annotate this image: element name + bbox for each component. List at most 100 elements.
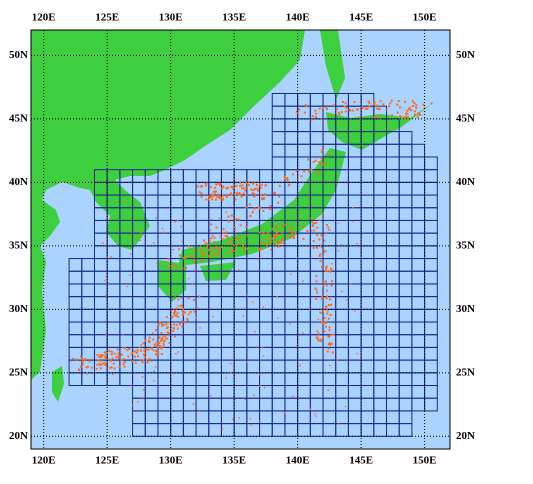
dot xyxy=(213,236,216,239)
dot xyxy=(329,270,332,273)
dot xyxy=(154,344,157,347)
dot xyxy=(233,249,236,252)
dot xyxy=(115,356,118,359)
dot xyxy=(244,398,247,401)
dot xyxy=(232,243,235,246)
dot xyxy=(161,324,164,327)
dot xyxy=(170,316,173,319)
dot xyxy=(155,354,158,357)
grid-cells xyxy=(68,92,438,437)
dot xyxy=(162,323,165,326)
dot xyxy=(225,196,228,199)
dot xyxy=(238,218,241,221)
y-tick-label: 45N xyxy=(456,112,475,124)
dot xyxy=(261,197,264,200)
dot xyxy=(212,247,215,250)
dot xyxy=(177,315,180,318)
dot xyxy=(324,269,327,272)
dot xyxy=(252,210,254,213)
dot xyxy=(260,241,263,244)
dot xyxy=(120,353,123,356)
dot xyxy=(129,253,132,255)
dot xyxy=(318,254,321,257)
dot xyxy=(327,347,330,350)
dot xyxy=(286,177,289,180)
dot xyxy=(316,337,319,340)
dot xyxy=(173,323,176,326)
dot xyxy=(112,362,115,365)
dot xyxy=(311,115,314,118)
dot xyxy=(111,357,114,360)
kyushu xyxy=(158,260,186,302)
dot xyxy=(281,237,284,240)
dot xyxy=(337,222,340,225)
dot xyxy=(260,193,263,196)
dot xyxy=(309,217,312,219)
dot xyxy=(258,248,261,251)
dot xyxy=(230,193,233,196)
dot xyxy=(344,405,347,408)
dot xyxy=(379,100,382,103)
dot xyxy=(118,365,121,368)
dot xyxy=(390,99,393,102)
dot xyxy=(319,338,322,341)
dot xyxy=(213,241,216,244)
dot xyxy=(251,182,254,185)
dot xyxy=(257,206,260,209)
dot xyxy=(353,100,356,103)
dot xyxy=(288,183,291,186)
dot xyxy=(201,254,204,257)
dot xyxy=(320,117,323,120)
dot xyxy=(105,367,108,370)
dot xyxy=(178,254,181,257)
dot xyxy=(153,370,155,372)
dot xyxy=(142,353,145,356)
dot xyxy=(416,116,419,119)
dot xyxy=(199,327,201,329)
dot xyxy=(170,264,173,267)
dot xyxy=(382,103,385,106)
dot xyxy=(412,105,415,108)
dot xyxy=(322,284,325,287)
dot xyxy=(230,185,233,188)
dot xyxy=(130,353,133,356)
dot xyxy=(330,303,333,306)
dot xyxy=(320,161,323,164)
dot xyxy=(291,232,294,235)
dot xyxy=(321,255,324,258)
dot xyxy=(210,218,213,221)
dot xyxy=(191,282,194,285)
dot xyxy=(161,227,164,230)
dot xyxy=(318,170,321,173)
dot xyxy=(172,315,174,318)
dot xyxy=(128,274,131,276)
dot xyxy=(260,198,263,201)
dot xyxy=(218,184,221,187)
dot xyxy=(199,185,202,188)
dot xyxy=(264,237,267,240)
dot xyxy=(315,280,318,283)
dot xyxy=(338,113,341,116)
dot xyxy=(99,363,102,366)
dot xyxy=(151,332,154,335)
dot xyxy=(336,359,338,361)
dot xyxy=(250,424,252,427)
dot xyxy=(200,258,203,261)
dot xyxy=(266,232,269,235)
dot xyxy=(234,229,236,231)
dot xyxy=(194,269,196,272)
dot xyxy=(234,219,237,222)
dot xyxy=(249,203,252,206)
dot xyxy=(238,241,241,244)
dot xyxy=(181,313,184,316)
x-tick-label: 120E xyxy=(32,12,56,24)
dot xyxy=(147,348,150,351)
dot xyxy=(245,225,248,228)
dot xyxy=(271,237,274,240)
dot xyxy=(204,184,207,187)
dot xyxy=(157,323,160,326)
dot xyxy=(278,184,281,187)
dot xyxy=(179,304,182,307)
x-tick-label: 120E xyxy=(32,455,56,467)
dot xyxy=(315,291,318,294)
